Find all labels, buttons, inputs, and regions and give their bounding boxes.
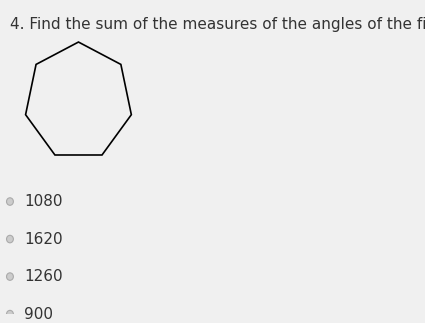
Text: 4. Find the sum of the measures of the angles of the figure.: 4. Find the sum of the measures of the a… [10, 17, 425, 32]
Circle shape [6, 273, 13, 280]
Circle shape [6, 310, 13, 318]
Text: 1260: 1260 [24, 269, 63, 284]
Text: 1620: 1620 [24, 232, 63, 246]
Circle shape [6, 198, 13, 205]
Circle shape [6, 235, 13, 243]
Text: 1080: 1080 [24, 194, 63, 209]
Text: 900: 900 [24, 307, 53, 322]
